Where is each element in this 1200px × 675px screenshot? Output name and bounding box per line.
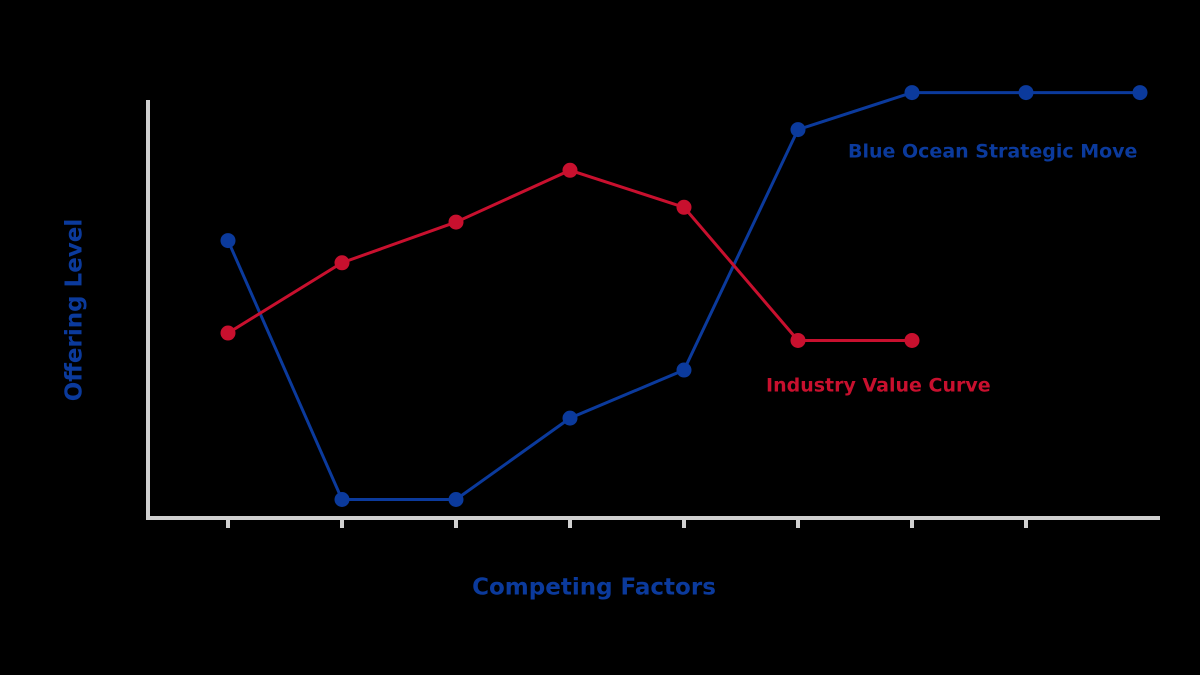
- data-point: [676, 362, 692, 378]
- data-point: [904, 332, 920, 348]
- data-point: [676, 199, 692, 215]
- data-point: [448, 214, 464, 230]
- x-axis-label: Competing Factors: [472, 575, 716, 601]
- data-point: [220, 325, 236, 341]
- series-label: Blue Ocean Strategic Move: [848, 141, 1137, 163]
- data-point: [220, 233, 236, 249]
- data-point: [334, 492, 350, 508]
- data-point: [562, 410, 578, 426]
- data-point: [448, 492, 464, 508]
- data-point: [904, 85, 920, 101]
- data-point: [790, 122, 806, 138]
- data-point: [562, 162, 578, 178]
- series-label: Industry Value Curve: [766, 375, 991, 397]
- data-point: [1132, 85, 1148, 101]
- data-point: [1018, 85, 1034, 101]
- data-point: [334, 255, 350, 271]
- data-point: [790, 332, 806, 348]
- y-axis-label: Offering Level: [62, 219, 88, 402]
